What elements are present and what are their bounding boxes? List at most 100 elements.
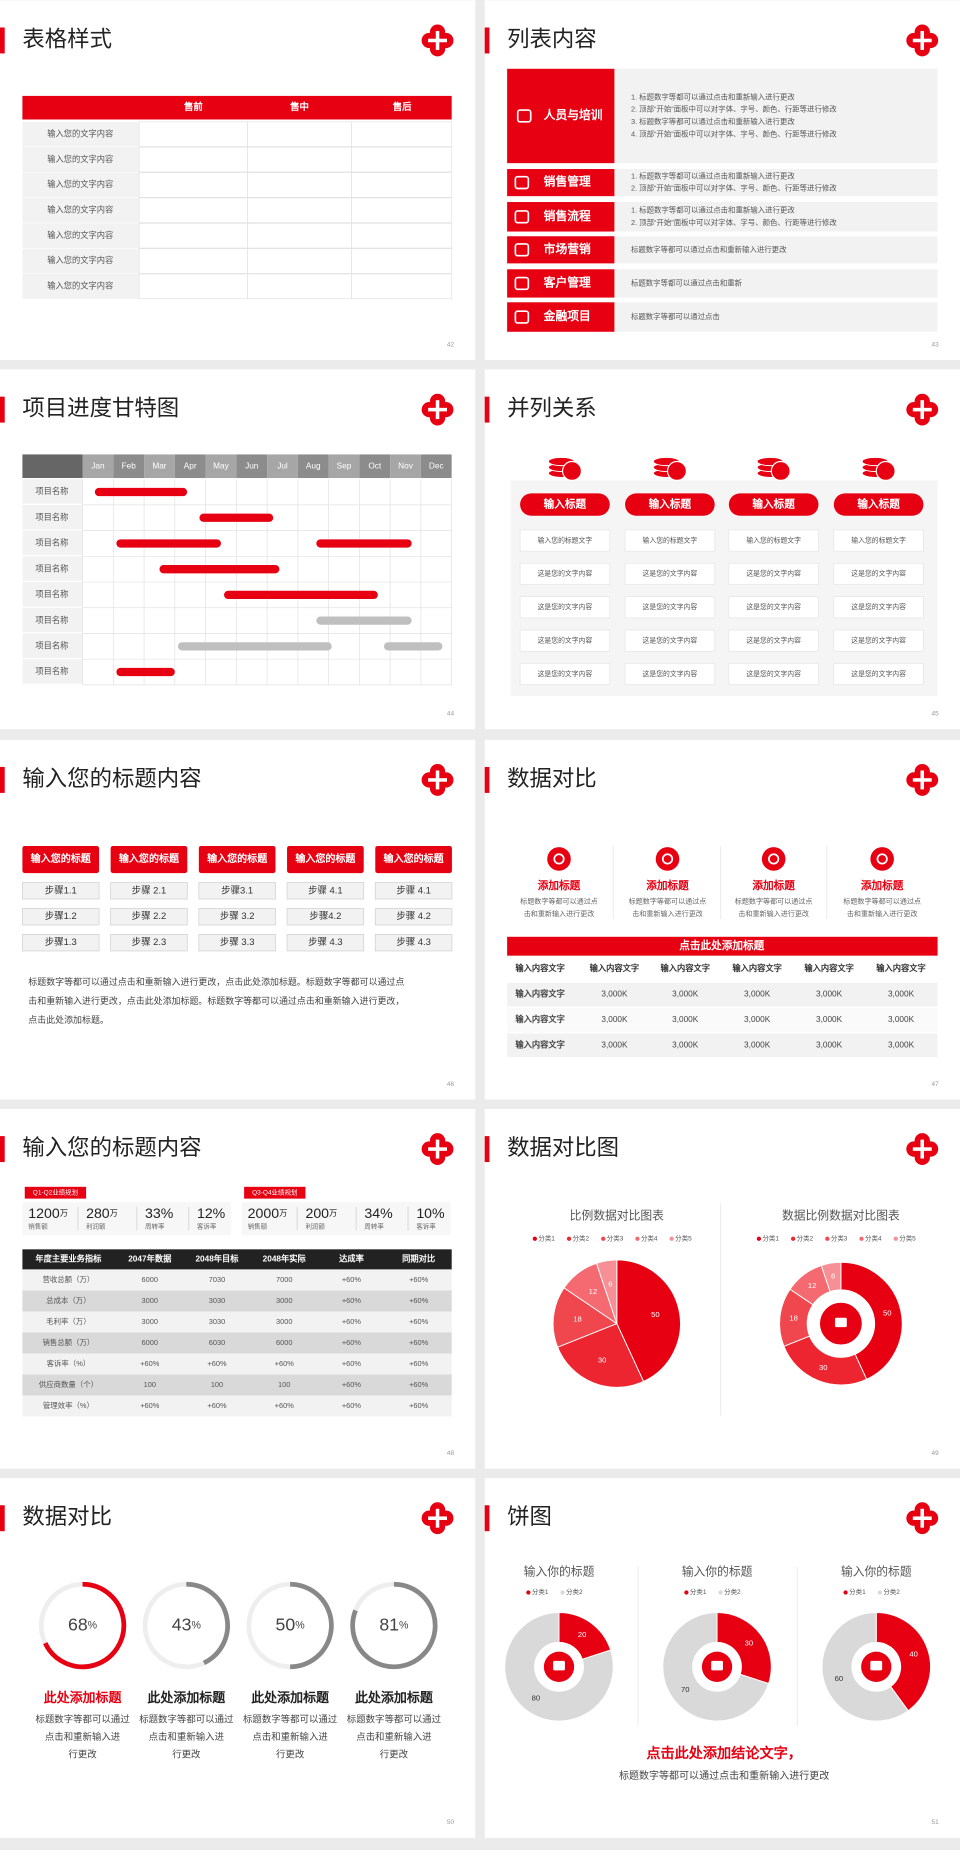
list-line: 1. 标题数字等都可以通过点击和重新输入进行更改 <box>631 91 795 101</box>
slice-label: 12 <box>589 1287 598 1296</box>
slide-title: 表格样式 <box>22 26 112 51</box>
legend-label: 分类2 <box>566 1587 583 1596</box>
list-line: 标题数字等都可以通过点击 <box>631 311 720 321</box>
table-cell: +60% <box>342 1317 362 1326</box>
column-cell <box>728 596 819 619</box>
pie-slice <box>504 1612 614 1722</box>
step-heading: 输入您的标题 <box>207 852 268 865</box>
slice-label: 20 <box>578 1630 587 1639</box>
gantt-bar <box>116 539 221 548</box>
pie-slice <box>616 1259 681 1383</box>
list-line: 1. 标题数字等都可以通过点击和重新输入进行更改 <box>631 170 795 180</box>
slice-label: 6 <box>608 1280 612 1289</box>
legend-label: 分类4 <box>641 1233 658 1242</box>
task-label: 项目名称 <box>35 589 68 599</box>
table-cell: 7000 <box>276 1275 292 1284</box>
table-cell: +60% <box>207 1401 227 1410</box>
column-cell-text: 这是您的文字内容 <box>746 602 801 611</box>
step-text: 步骤1.1 <box>45 884 77 895</box>
stat-label: 销售额 <box>248 1222 268 1231</box>
stat-label: 利润额 <box>86 1222 106 1231</box>
gantt-bar <box>116 667 175 677</box>
month-header <box>82 454 114 479</box>
legend-label: 分类3 <box>831 1233 848 1242</box>
page-number: 50 <box>447 1819 455 1826</box>
legend-label: 分类2 <box>797 1233 814 1242</box>
paragraph-line: 击和重新输入进行更改，点击此处添加标题。标题数字等都可以通过点击和重新输入进行更… <box>28 995 404 1006</box>
month-label: Dec <box>429 461 444 470</box>
table-row <box>22 1374 452 1396</box>
table-cell: 输入内容文字 <box>515 1039 564 1049</box>
stat-label: 客诉率 <box>197 1222 217 1231</box>
gantt-bar <box>177 642 332 651</box>
stat-number: 10% <box>416 1205 445 1221</box>
gauge-text: 行更改 <box>172 1749 201 1760</box>
table-cell <box>138 146 249 173</box>
column-cell-text: 这是您的文字内容 <box>851 569 906 578</box>
list-line: 2. 顶部“开始”面板中可以对字体、字号、颜色、行距等进行修改 <box>631 183 837 193</box>
table-cell <box>138 273 249 300</box>
logo-cross <box>912 778 932 782</box>
coin-icon <box>561 460 583 481</box>
gauge-text: 标题数字等都可以通过 <box>243 1713 338 1724</box>
step-box <box>110 908 188 926</box>
column-cell-text: 这是您的文字内容 <box>746 635 801 644</box>
step-heading: 输入您的标题 <box>384 852 445 865</box>
page-number: 48 <box>447 1450 455 1457</box>
column-cell-text: 输入您的标题文字 <box>538 535 593 544</box>
month-header <box>420 454 452 479</box>
stat-value: 10% <box>416 1205 445 1221</box>
title-accent <box>0 1505 5 1532</box>
legend-label: 分类4 <box>865 1233 882 1242</box>
note: 标题数字等都可以通过点击和重新输入进行更改 <box>619 1769 829 1782</box>
pie-slice <box>595 1259 618 1324</box>
row-label-cell <box>22 197 140 223</box>
table-cell <box>247 197 352 224</box>
table-cell: 3,000K <box>672 1015 699 1024</box>
table-cell: +60% <box>342 1401 362 1410</box>
item-title: 添加标题 <box>538 879 581 892</box>
list-label: 销售管理 <box>544 175 591 189</box>
column-cell <box>833 663 924 685</box>
slide: 表格样式 42 售前 售中 售后输入您的文字内容输入您的文字内容输入您的文字内容输入您的… <box>0 0 476 361</box>
group-tag: Q3-Q4业绩规划 <box>252 1187 297 1196</box>
item-icon <box>655 847 680 871</box>
list-icon <box>516 109 532 123</box>
pie-slice <box>840 1261 903 1380</box>
page-number: 43 <box>932 341 940 348</box>
pie-slice <box>875 1612 931 1712</box>
gantt-bar <box>316 539 412 548</box>
page-number: 47 <box>932 1081 940 1088</box>
legend-swatch <box>859 1236 864 1241</box>
item-icon <box>547 847 571 871</box>
table-cell: 3,000K <box>601 1015 628 1024</box>
gauge-text: 标题数字等都可以通过 <box>35 1713 130 1724</box>
month-label: Oct <box>368 461 382 470</box>
table-cell: 毛利率（万） <box>46 1316 90 1326</box>
step-text: 步骤3.1 <box>221 884 253 895</box>
table-header-cell: 年度主要业务指标 <box>35 1254 102 1264</box>
chart-title: 输入你的标题 <box>682 1565 753 1579</box>
table-header-cell: 售后 <box>392 101 412 112</box>
heading-button <box>520 493 610 516</box>
gauge-title: 此处添加标题 <box>44 1690 122 1705</box>
table-cell <box>351 146 453 173</box>
item-text: 标题数字等都可以通过点 <box>735 896 813 905</box>
center-icon-glyph <box>711 1660 723 1671</box>
slide: 列表内容 43 人员与培训 1. 标题数字等都可以通过点击和重新输入进行更改 2. 顶部… <box>484 0 960 361</box>
task-label-cell <box>22 556 83 581</box>
table-cell <box>351 222 453 249</box>
column-heading: 输入标题 <box>857 497 900 510</box>
table-cell: +60% <box>342 1296 362 1305</box>
table-header-cell: 售前 <box>183 101 203 112</box>
column-cell <box>833 529 924 552</box>
legend-swatch <box>877 1590 882 1595</box>
gauge-text: 点击和重新输入进 <box>252 1731 328 1742</box>
column-cell-text: 这是您的文字内容 <box>643 669 698 678</box>
step-text: 步骤 4.1 <box>308 884 343 895</box>
column-cell <box>728 629 819 652</box>
table-cell: 管理效率（%） <box>43 1400 94 1410</box>
item-icon-inner <box>553 853 565 865</box>
list-icon <box>514 210 530 224</box>
